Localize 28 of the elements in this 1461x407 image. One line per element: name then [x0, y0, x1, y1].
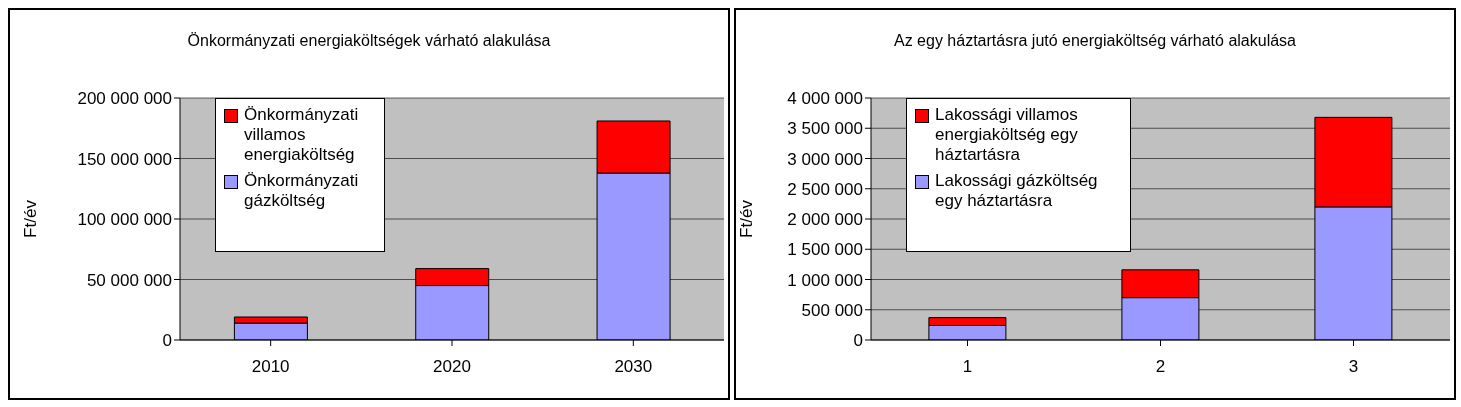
x-tick-label: 2 — [1155, 357, 1166, 377]
x-tick-label: 2030 — [614, 357, 653, 377]
chart-title: Önkormányzati energiaköltségek várható alakulása — [186, 32, 552, 50]
legend-label: Lakossági gázköltség egy háztartásra — [935, 171, 1099, 211]
y-tick-label: 3 000 000 — [787, 149, 863, 169]
y-tick-label: 0 — [162, 331, 172, 351]
x-tick-label: 2020 — [433, 357, 471, 377]
y-tick-label: 50 000 000 — [86, 270, 172, 290]
chart-title: Az egy háztartásra jutó energiaköltség várható alakulása — [893, 32, 1297, 50]
y-tick-label: 1 500 000 — [787, 240, 863, 260]
legend-label: Lakossági villamos energiaköltség egy háztartásra — [935, 105, 1079, 165]
y-tick-label: 4 000 000 — [787, 89, 863, 109]
legend-label: Önkormányzati gázköltség — [244, 171, 360, 211]
y-tick-label: 2 500 000 — [787, 179, 863, 199]
y-axis-title: Ft/év — [737, 199, 757, 238]
y-tick-label: 3 500 000 — [787, 119, 863, 139]
x-tick-label: 2010 — [251, 357, 290, 377]
y-tick-label: 1 000 000 — [787, 270, 863, 290]
y-tick-label: 150 000 000 — [77, 149, 172, 169]
x-tick-label: 3 — [1348, 357, 1359, 377]
y-tick-label: 0 — [853, 331, 863, 351]
legend-label: Önkormányzati villamos energiaköltség — [244, 105, 360, 165]
y-axis-title: Ft/év — [21, 199, 41, 238]
y-tick-label: 2 000 000 — [787, 210, 863, 230]
x-tick-label: 1 — [962, 357, 973, 377]
y-tick-label: 500 000 — [801, 300, 863, 320]
y-tick-label: 200 000 000 — [77, 89, 172, 109]
y-tick-label: 100 000 000 — [77, 210, 172, 230]
